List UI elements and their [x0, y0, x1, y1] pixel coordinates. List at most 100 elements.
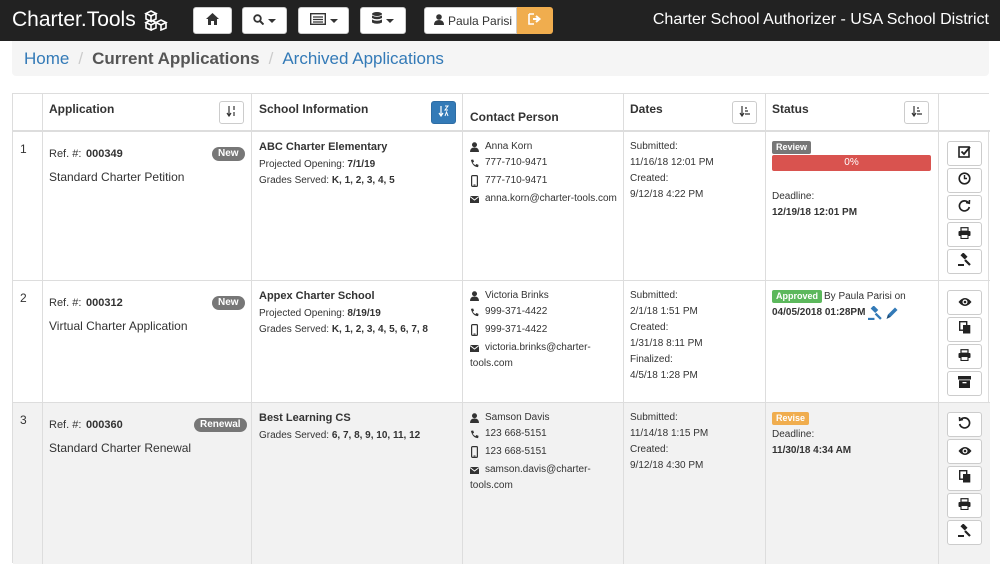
- sort-status-button[interactable]: [904, 101, 929, 124]
- contact-block: Victoria Brinks 999-371-4422 999-371-442…: [470, 288, 591, 372]
- contact-name-line: Anna Korn: [470, 139, 617, 155]
- sort-school-button[interactable]: [431, 101, 456, 124]
- print-button[interactable]: [947, 493, 982, 518]
- logout-button[interactable]: [517, 7, 553, 34]
- header-status-label: Status: [772, 102, 809, 116]
- dates-cell: Submitted: 2/1/18 1:51 PM Created: 1/31/…: [624, 281, 766, 402]
- applications-table: Application School Information Contact P…: [12, 93, 990, 564]
- contact-phone[interactable]: 123 668-5151: [485, 428, 547, 439]
- phone-icon: [470, 429, 479, 439]
- list-dropdown-button[interactable]: [298, 7, 349, 34]
- phone-icon: [470, 158, 479, 168]
- pencil-icon[interactable]: [885, 306, 899, 325]
- copy-button[interactable]: [947, 466, 982, 491]
- school-cell: Appex Charter School Projected Opening: …: [252, 281, 463, 402]
- user-menu-button[interactable]: Paula Parisi: [424, 7, 517, 34]
- table-row: 2 Ref. #: 000312 New Virtual Charter App…: [13, 281, 990, 403]
- gavel-icon: [958, 251, 971, 271]
- view-button[interactable]: [947, 439, 982, 464]
- progress-bar: 0%: [772, 155, 931, 171]
- brand-name[interactable]: Charter.Tools: [12, 8, 136, 31]
- school-name[interactable]: ABC Charter Elementary: [259, 141, 388, 153]
- print-button[interactable]: [947, 222, 982, 247]
- row-number-cell: 2: [13, 281, 43, 402]
- school-name[interactable]: Best Learning CS: [259, 412, 351, 424]
- copy-button[interactable]: [947, 317, 982, 342]
- status-badge: Renewal: [194, 418, 247, 432]
- contact-email-line: anna.korn@charter-tools.com: [470, 191, 617, 207]
- dates-cell: Submitted: 11/14/18 1:15 PM Created: 9/1…: [624, 403, 766, 564]
- sort-dates-button[interactable]: [732, 101, 757, 124]
- search-dropdown-button[interactable]: [242, 7, 287, 34]
- database-dropdown-button[interactable]: [360, 7, 406, 34]
- contact-email-domain[interactable]: tools.com: [470, 358, 513, 369]
- undo-button[interactable]: [947, 412, 982, 437]
- opening-label: Projected Opening:: [259, 308, 345, 319]
- row-number-cell: 1: [13, 132, 43, 280]
- contact-email-continued: tools.com: [470, 478, 591, 494]
- contact-phone[interactable]: 777-710-9471: [485, 157, 548, 168]
- submitted-date: 2/1/18 1:51 PM: [630, 306, 698, 317]
- breadcrumb-archived-link[interactable]: Archived Applications: [282, 48, 444, 68]
- mobile-icon: [470, 446, 479, 458]
- contact-phone[interactable]: 999-371-4422: [485, 306, 548, 317]
- contact-email[interactable]: victoria.brinks@charter-: [485, 342, 591, 353]
- history-button[interactable]: [947, 168, 982, 193]
- school-cell: Best Learning CS Grades Served: 6, 7, 8,…: [252, 403, 463, 564]
- refresh-button[interactable]: [947, 195, 982, 220]
- database-icon: [372, 11, 382, 30]
- envelope-icon: [470, 195, 479, 203]
- application-cell: Ref. #: 000312 New Virtual Charter Appli…: [43, 281, 252, 402]
- view-button[interactable]: [947, 290, 982, 315]
- archive-button[interactable]: [947, 371, 982, 396]
- row-number: 2: [20, 291, 27, 305]
- grades-value: 6, 7, 8, 9, 10, 11, 12: [331, 430, 421, 441]
- breadcrumb-home-link[interactable]: Home: [24, 48, 70, 68]
- review-button[interactable]: [947, 141, 982, 166]
- contact-mobile[interactable]: 123 668-5151: [485, 446, 547, 457]
- sort-application-button[interactable]: [219, 101, 244, 124]
- ref-label: Ref. #:: [49, 148, 82, 160]
- header-actions-cell: [939, 94, 990, 130]
- sort-numeric-icon: [226, 104, 238, 122]
- submitted-label: Submitted:: [630, 412, 678, 423]
- header-contact-label: Contact Person: [470, 110, 559, 124]
- status-cell: Review 0% Deadline: 12/19/18 12:01 PM: [766, 132, 939, 280]
- opening-date: 7/1/19: [347, 159, 376, 170]
- grades-served: Grades Served: 6, 7, 8, 9, 10, 11, 12: [259, 428, 420, 444]
- contact-block: Anna Korn 777-710-9471 777-710-9471 anna…: [470, 139, 617, 207]
- row-number: 1: [20, 142, 27, 156]
- status-label: Revise: [772, 412, 810, 425]
- contact-name: Anna Korn: [485, 141, 533, 152]
- contact-mobile-line: 777-710-9471: [470, 171, 617, 191]
- contact-mobile[interactable]: 999-371-4422: [485, 324, 548, 335]
- sort-alpha-icon: [438, 104, 450, 122]
- contact-mobile[interactable]: 777-710-9471: [485, 175, 548, 186]
- dates-block: Submitted: 11/16/18 12:01 PM Created: 9/…: [630, 139, 714, 203]
- gavel-icon[interactable]: [868, 305, 882, 325]
- submitted-label: Submitted:: [630, 141, 678, 152]
- decision-button[interactable]: [947, 520, 982, 545]
- approved-date: 04/05/2018 01:28PM: [772, 307, 866, 318]
- contact-cell: Anna Korn 777-710-9471 777-710-9471 anna…: [463, 132, 624, 280]
- decision-button[interactable]: [947, 249, 982, 274]
- grades-value: K, 1, 2, 3, 4, 5: [331, 175, 395, 186]
- ref-number: 000360: [86, 419, 123, 431]
- school-name[interactable]: Appex Charter School: [259, 290, 375, 302]
- actions-cell: [939, 281, 990, 402]
- approved-by: By Paula Parisi on: [824, 291, 906, 302]
- print-icon: [958, 497, 971, 515]
- contact-email[interactable]: samson.davis@charter-: [485, 464, 591, 475]
- home-button[interactable]: [193, 7, 232, 34]
- print-button[interactable]: [947, 344, 982, 369]
- cubes-logo-icon: [143, 9, 169, 36]
- actions-cell: [939, 132, 990, 280]
- header-dates-label: Dates: [630, 102, 663, 116]
- contact-email[interactable]: anna.korn@charter-tools.com: [485, 193, 617, 204]
- header-number-cell: [13, 94, 43, 130]
- table-row: 3 Ref. #: 000360 Renewal Standard Charte…: [13, 403, 990, 564]
- ref-label: Ref. #:: [49, 297, 82, 309]
- submitted-date: 11/16/18 12:01 PM: [630, 157, 714, 168]
- contact-email-domain[interactable]: tools.com: [470, 480, 513, 491]
- check-square-icon: [958, 145, 971, 163]
